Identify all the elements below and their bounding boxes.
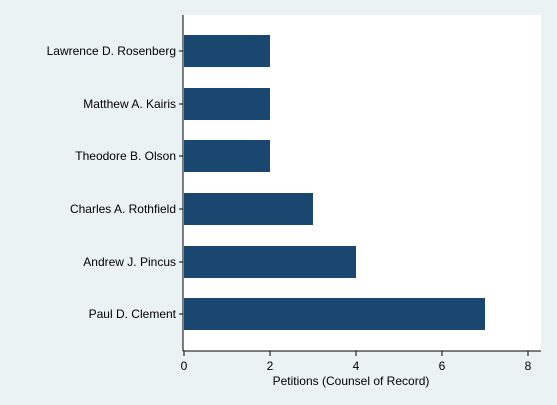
category-label: Charles A. Rothfield <box>70 202 176 216</box>
x-tick-label: 2 <box>267 359 274 373</box>
category-label: Andrew J. Pincus <box>83 255 176 269</box>
bar <box>184 35 270 67</box>
bar <box>184 140 270 172</box>
category-label: Theodore B. Olson <box>75 149 176 163</box>
x-tick-label: 6 <box>439 359 446 373</box>
x-tick-label: 8 <box>525 359 532 373</box>
x-tick-label: 4 <box>353 359 360 373</box>
bar <box>184 193 313 225</box>
x-tick-label: 0 <box>181 359 188 373</box>
bar <box>184 88 270 120</box>
plot-area <box>183 15 541 351</box>
bar <box>184 246 356 278</box>
category-label: Paul D. Clement <box>89 307 177 321</box>
category-label: Matthew A. Kairis <box>83 97 176 111</box>
category-label: Lawrence D. Rosenberg <box>47 44 176 58</box>
bar <box>184 298 485 330</box>
x-axis-title: Petitions (Counsel of Record) <box>273 374 430 388</box>
